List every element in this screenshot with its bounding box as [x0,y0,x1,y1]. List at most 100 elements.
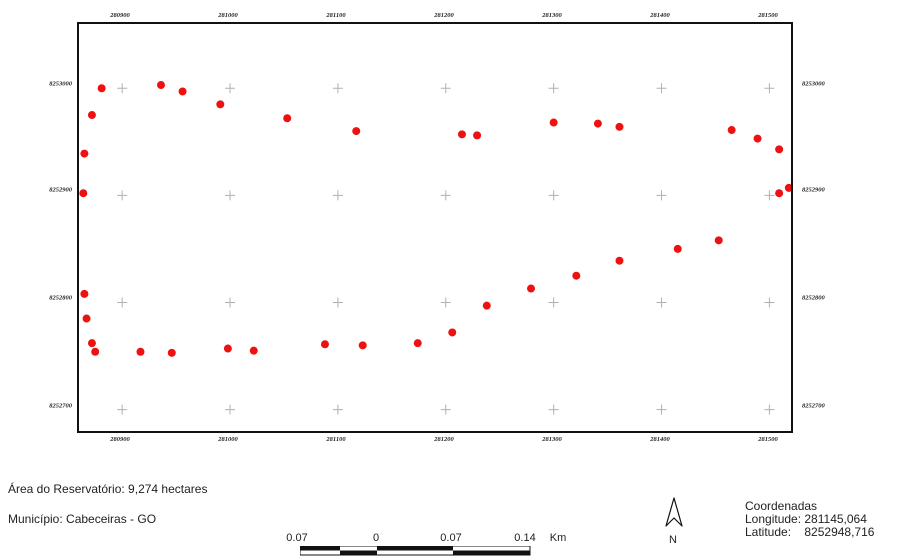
coordinates-title: Coordenadas [745,499,818,513]
boundary-point [714,236,723,245]
grid-cross [225,297,236,308]
latitude-label: Latitude: 8252948,716 [745,525,875,539]
boundary-points [79,81,791,357]
x-tick-bottom: 281300 [542,436,562,443]
map-frame [77,22,793,433]
grid-cross [764,297,775,308]
grid-cross [440,190,451,201]
boundary-point [753,134,762,143]
x-tick-bottom: 281000 [218,436,238,443]
boundary-point [156,81,165,90]
y-tick-right: 8252800 [802,294,825,302]
grid-cross [548,297,559,308]
boundary-point [615,122,624,131]
grid-cross [225,404,236,415]
grid-cross [332,83,343,94]
boundary-point [473,131,482,140]
x-tick-bottom: 281400 [650,436,670,443]
boundary-point [87,339,96,348]
boundary-point [775,189,784,198]
grid-cross [117,404,128,415]
grid-crosses [117,83,775,415]
x-tick-top: 281400 [650,12,670,19]
grid-cross [656,83,667,94]
x-tick-top: 281500 [758,12,778,19]
boundary-point [320,340,329,349]
scale-label: 0.14 [514,532,536,544]
boundary-point [80,289,89,298]
boundary-point [223,344,232,353]
boundary-point [615,256,624,265]
grid-cross [332,404,343,415]
boundary-point [352,127,361,136]
boundary-point [82,314,91,323]
north-arrow-icon [665,497,683,527]
x-tick-bottom: 280900 [110,436,130,443]
grid-cross [117,190,128,201]
north-label: N [669,534,677,546]
grid-cross [548,190,559,201]
boundary-point [775,145,784,154]
boundary-point [448,328,457,337]
grid-cross [548,83,559,94]
grid-cross [117,83,128,94]
x-tick-top: 281200 [434,12,454,19]
grid-cross [225,190,236,201]
grid-cross [440,404,451,415]
x-tick-top: 281100 [326,12,346,19]
scale-label: 0 [372,532,380,544]
scale-label: 0.07 [440,532,462,544]
x-tick-bottom: 281100 [326,436,346,443]
boundary-point [358,341,367,350]
grid-cross [548,404,559,415]
boundary-point [457,130,466,139]
y-tick-left: 8253000 [49,80,72,88]
y-tick-left: 8252800 [49,294,72,302]
x-tick-bottom: 281200 [434,436,454,443]
grid-cross [332,190,343,201]
grid-cross [225,83,236,94]
grid-cross [764,190,775,201]
boundary-point [673,244,682,253]
boundary-point [549,118,558,127]
boundary-point [784,183,791,192]
y-tick-left: 8252900 [49,186,72,194]
grid-cross [117,297,128,308]
grid-cross [764,83,775,94]
municipality-label: Município: Cabeceiras - GO [8,512,157,526]
boundary-point [249,346,258,355]
grid-cross [656,297,667,308]
x-tick-top: 280900 [110,12,130,19]
boundary-point [593,119,602,128]
boundary-point [482,301,491,310]
boundary-point [87,111,96,120]
grid-cross [440,83,451,94]
scale-unit-label: Km [549,532,567,544]
boundary-point [178,87,187,96]
boundary-point [283,114,292,123]
y-tick-left: 8252700 [49,402,72,410]
grid-cross [656,404,667,415]
grid-cross [656,190,667,201]
grid-cross [332,297,343,308]
boundary-point [413,339,422,348]
y-tick-right: 8253000 [802,80,825,88]
boundary-point [216,100,225,109]
boundary-point [97,84,106,93]
boundary-point [79,189,88,198]
boundary-point [167,348,176,357]
x-tick-top: 281000 [218,12,238,19]
boundary-point [572,271,581,280]
y-tick-right: 8252900 [802,186,825,194]
scale-bar [300,546,531,556]
x-tick-bottom: 281500 [758,436,778,443]
boundary-point [727,126,736,135]
scale-label: 0.07 [286,532,308,544]
y-tick-right: 8252700 [802,402,825,410]
boundary-point [80,149,89,158]
grid-cross [440,297,451,308]
x-tick-top: 281300 [542,12,562,19]
boundary-point [527,284,536,293]
grid-cross [764,404,775,415]
boundary-point [136,347,145,356]
